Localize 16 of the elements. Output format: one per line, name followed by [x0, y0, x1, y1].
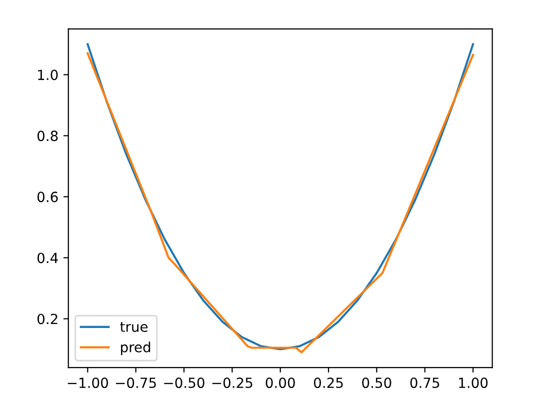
y-tick-label: 0.6 [37, 192, 58, 202]
y-tick-label: 0.8 [37, 130, 58, 142]
x-tick-label: −0.25 [212, 378, 252, 388]
x-tick-label: −1.00 [68, 378, 108, 388]
x-tick-label: 0.00 [266, 378, 295, 388]
x-tick-label: 0.50 [362, 378, 392, 388]
y-tick-label: 0.2 [37, 314, 58, 324]
legend-label: pred [121, 342, 150, 356]
legend-label: true [120, 322, 148, 332]
x-tick-label: −0.50 [164, 378, 204, 388]
x-tick-label: −0.75 [116, 378, 156, 388]
y-tick-label: 1.0 [38, 70, 58, 80]
x-tick-label: 0.25 [314, 378, 343, 388]
x-tick-label: 1.00 [459, 378, 488, 388]
y-tick-label: 0.4 [37, 252, 58, 264]
x-tick-label: 0.75 [410, 378, 440, 388]
